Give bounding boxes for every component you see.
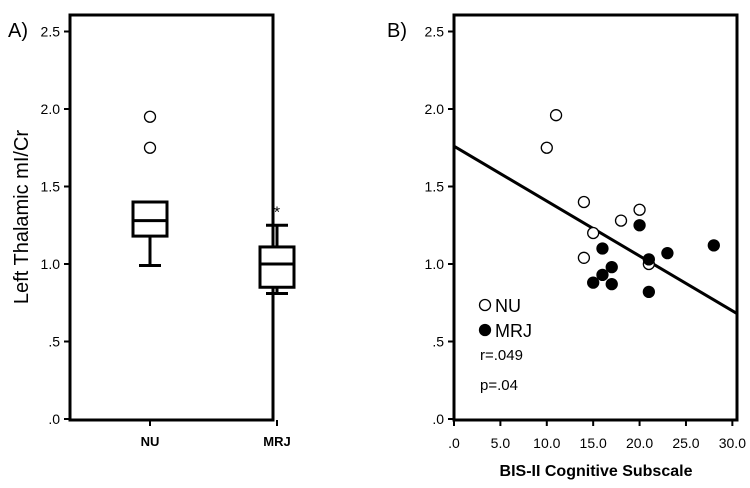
legend-marker-nu <box>478 298 492 312</box>
y-tick-label-1: .5 <box>48 334 60 350</box>
panel-a-boxplot: A) .0 .5 1.0 1.5 2.0 2.5 Left Thalamic mI/Cr NU M… <box>8 13 296 449</box>
mrj-point-6 <box>596 268 609 282</box>
legend-label-mrj: MRJ <box>495 321 532 341</box>
b-x-tick-label-1: 5.0 <box>491 435 511 451</box>
b-y-tick-label-5: 2.5 <box>425 24 445 40</box>
nu-point-5 <box>633 203 646 216</box>
annotation-0: r=.049 <box>480 347 523 364</box>
b-y-tick-label-0: .0 <box>432 411 444 427</box>
nu-point-2 <box>577 195 591 209</box>
b-x-tick-label-0: .0 <box>448 435 460 451</box>
b-x-tick-label-3: 15.0 <box>580 435 607 451</box>
mrj-point-9 <box>642 285 656 299</box>
b-x-tick-label-5: 25.0 <box>672 435 699 451</box>
b-y-tick-label-4: 2.0 <box>425 101 445 117</box>
legend-marker-mrj <box>478 323 492 337</box>
y-tick-label-3: 1.5 <box>41 179 61 195</box>
panel-a-frame <box>68 13 275 422</box>
y-tick-label-5: 2.5 <box>41 24 61 40</box>
x-tick-label-mrj: MRJ <box>263 434 290 449</box>
b-x-tick-label-4: 20.0 <box>626 435 653 451</box>
mrj-extreme-0: * <box>274 205 280 222</box>
b-y-tick-label-3: 1.5 <box>425 179 445 195</box>
y-tick-label-2: 1.0 <box>41 256 61 272</box>
nu-box <box>131 200 169 238</box>
y-tick-label-0: .0 <box>48 411 60 427</box>
mrj-point-5 <box>605 260 618 274</box>
b-x-tick-label-2: 10.0 <box>533 435 560 451</box>
y-tick-label-4: 2.0 <box>41 101 61 117</box>
panel-b-scatterplot: B) .0 .5 1.0 1.5 2.0 2.5 .0 5.0 10.0 15.0 20.0 25.0 3… <box>387 13 746 480</box>
legend-label-nu: NU <box>495 296 521 316</box>
mrj-point-0 <box>633 219 646 232</box>
nu-outlier-1 <box>143 110 157 123</box>
mrj-point-1 <box>596 242 609 255</box>
mrj-point-8 <box>605 277 618 291</box>
nu-point-6 <box>577 251 591 264</box>
mrj-point-4 <box>707 239 720 252</box>
b-y-tick-label-1: .5 <box>432 334 444 350</box>
x-tick-label-nu: NU <box>141 434 160 449</box>
x-axis-title: BIS-II Cognitive Subscale <box>500 463 693 480</box>
nu-point-3 <box>587 226 600 240</box>
nu-outlier-0 <box>143 141 157 154</box>
nu-point-0 <box>549 109 563 122</box>
panel-b-label: B) <box>387 20 407 42</box>
annotation-1: p=.04 <box>480 377 518 394</box>
mrj-point-2 <box>642 253 656 266</box>
nu-point-4 <box>614 214 628 227</box>
y-axis-title: Left Thalamic mI/Cr <box>11 130 33 304</box>
b-x-tick-label-6: 30.0 <box>719 435 746 451</box>
panel-b-frame <box>452 13 739 422</box>
nu-point-1 <box>540 141 553 154</box>
panel-a-label: A) <box>8 20 28 42</box>
mrj-point-3 <box>661 246 674 260</box>
mrj-point-7 <box>587 276 600 289</box>
b-y-tick-label-2: 1.0 <box>425 256 445 272</box>
mrj-box <box>258 245 296 289</box>
